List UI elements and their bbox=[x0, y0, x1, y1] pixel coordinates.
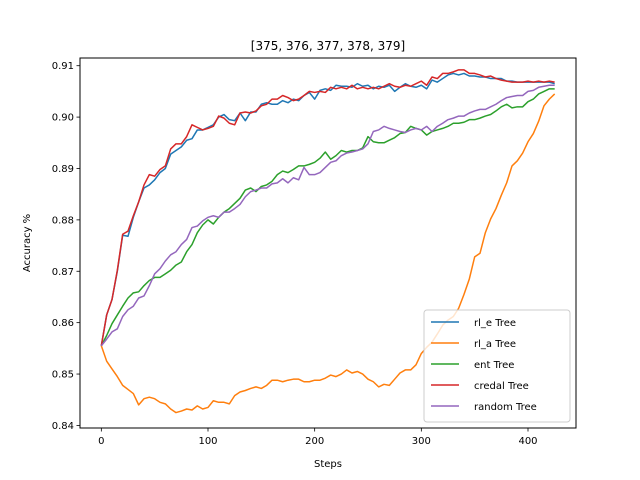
x-axis-label: Steps bbox=[314, 459, 342, 470]
y-tick-label: 0.89 bbox=[52, 164, 74, 175]
legend: rl_e Tree rl_a Tree ent Tree credal Tree ran… bbox=[423, 309, 571, 423]
x-tick-label: 100 bbox=[198, 436, 217, 447]
x-tick-label: 0 bbox=[98, 436, 104, 447]
chart-title: [375, 376, 377, 378, 379] bbox=[251, 39, 405, 53]
series-line-0 bbox=[100, 72, 555, 346]
series-line-1 bbox=[100, 93, 556, 414]
legend-label: rl_a Tree bbox=[474, 339, 516, 350]
x-tick-label: 200 bbox=[305, 436, 324, 447]
y-tick-label: 0.87 bbox=[52, 267, 74, 278]
y-tick-label: 0.91 bbox=[52, 61, 74, 72]
y-axis: 0.84 0.85 0.86 0.87 0.88 0.89 0.90 0.91 bbox=[52, 61, 80, 432]
series-line-4 bbox=[100, 84, 555, 347]
series-line-3 bbox=[100, 69, 555, 346]
y-tick-label: 0.84 bbox=[52, 421, 74, 432]
legend-label: credal Tree bbox=[474, 381, 529, 392]
legend-label: random Tree bbox=[474, 402, 537, 413]
y-tick-label: 0.86 bbox=[52, 318, 74, 329]
y-axis-label: Accuracy % bbox=[22, 214, 33, 272]
x-tick-label: 300 bbox=[412, 436, 431, 447]
x-axis: 0 100 200 300 400 bbox=[98, 428, 538, 447]
series-line-2 bbox=[100, 88, 555, 347]
plot-frame bbox=[79, 57, 577, 429]
y-tick-label: 0.90 bbox=[52, 113, 74, 124]
legend-box bbox=[423, 309, 571, 423]
x-tick-label: 400 bbox=[518, 436, 537, 447]
legend-label: rl_e Tree bbox=[474, 318, 516, 329]
plot-area bbox=[100, 69, 556, 414]
y-tick-label: 0.85 bbox=[52, 370, 74, 381]
legend-label: ent Tree bbox=[474, 360, 514, 371]
y-tick-label: 0.88 bbox=[52, 215, 74, 226]
